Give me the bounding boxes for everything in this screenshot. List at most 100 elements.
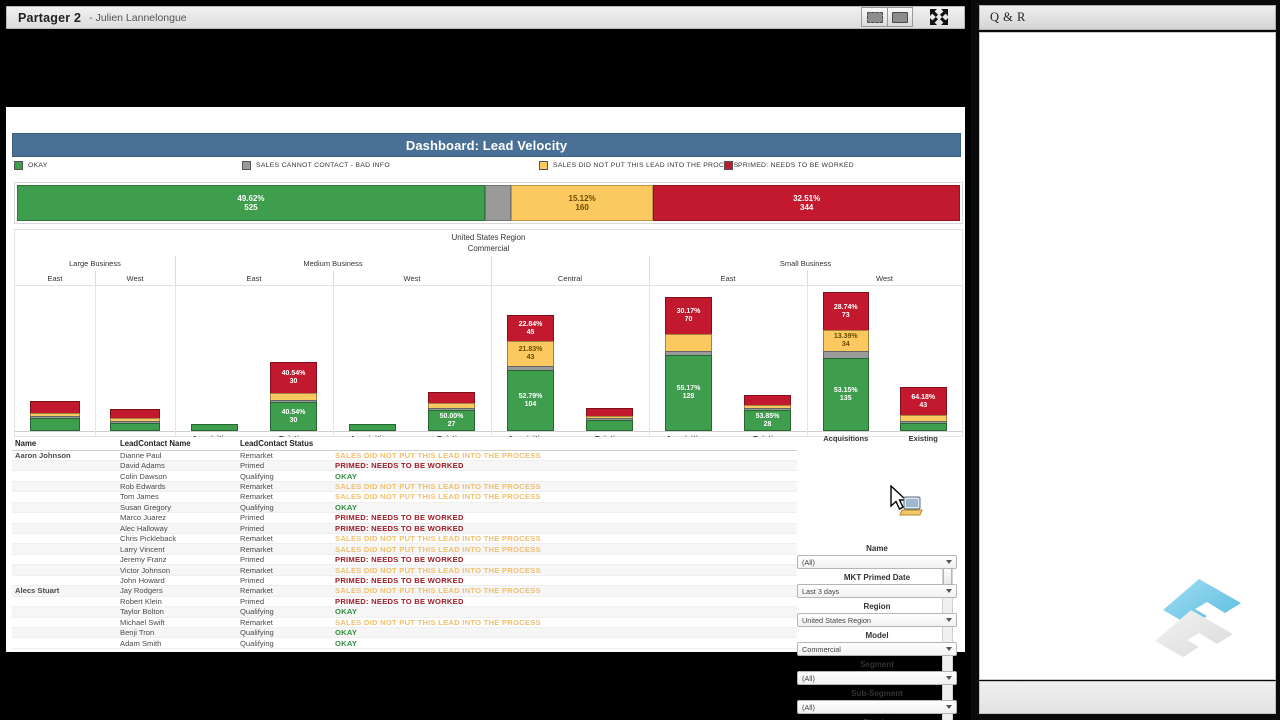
chart-stacked-bar[interactable] [585, 408, 634, 431]
cell-contact-name: Robert Klein [117, 596, 237, 608]
cell-contact-name: Michael Swift [117, 617, 237, 628]
qa-panel-body[interactable] [979, 32, 1276, 680]
chevron-down-icon[interactable] [946, 560, 952, 564]
cell-contact-name: Tom James [117, 491, 237, 503]
table-row[interactable]: Benji Tron Qualifying OKAY [12, 627, 797, 639]
table-column-header[interactable]: LeadContact Name [117, 437, 237, 451]
chart-bar-segment [506, 366, 555, 370]
table-row[interactable]: Taylor Bolton Qualifying OKAY [12, 606, 797, 618]
cell-name [12, 627, 117, 639]
filter-value: Commercial [802, 644, 841, 654]
chart-bar-segment [743, 408, 792, 410]
cell-status-detail: SALES DID NOT PUT THIS LEAD INTO THE PRO… [332, 533, 797, 545]
cell-name [12, 575, 117, 587]
filter-select-mkt-primed-date[interactable]: Last 3 days [797, 584, 957, 598]
table-row[interactable]: Marco Juarez Primed PRIMED: NEEDS TO BE WO… [12, 512, 797, 524]
filter-select-sub-segment[interactable]: (All) [797, 700, 957, 714]
segment-count: 525 [244, 203, 258, 212]
chart-stacked-bar[interactable]: 53.85% 28 [743, 395, 792, 431]
chart-business-label [491, 256, 649, 271]
chevron-down-icon[interactable] [946, 589, 952, 593]
chart-stacked-bar[interactable]: 28.74% 73 13.39% 34 53.15% 135 [822, 292, 869, 431]
table-row[interactable]: Michael Swift Remarket SALES DID NOT PUT T… [12, 617, 797, 628]
fullscreen-button[interactable] [929, 8, 949, 26]
chevron-down-icon[interactable] [946, 647, 952, 651]
cell-name [12, 617, 117, 628]
table-column-header[interactable]: Name [12, 437, 117, 451]
cell-name [12, 502, 117, 514]
chart-plot-area: Acquisitions40.54%3040.54%30ExistingAcqu… [15, 285, 962, 445]
segment-count: 160 [575, 203, 589, 212]
cell-name [12, 512, 117, 524]
chart-bar-segment [110, 409, 160, 418]
filter-label: District [797, 718, 957, 720]
chart-stacked-bar[interactable] [348, 424, 397, 431]
chart-stacked-bar[interactable]: 22.84% 45 21.83% 43 52.79% 104 [506, 315, 555, 431]
table-row[interactable]: Chris Pickleback Remarket SALES DID NOT PU… [12, 533, 797, 545]
table-row[interactable]: Robert Klein Primed PRIMED: NEEDS TO BE WO… [12, 596, 797, 608]
chart-bar-segment [900, 415, 947, 421]
chart-stacked-bar[interactable] [190, 424, 239, 431]
chart-bar-segment [110, 418, 160, 421]
table-row[interactable]: Rob Edwards Remarket SALES DID NOT PUT THI… [12, 481, 797, 493]
segment-count: 30 [289, 416, 298, 424]
segment-count: 128 [682, 393, 695, 400]
chart-direction-label: West [126, 273, 144, 283]
table-body: Aaron Johnson Dianne Paul Remarket SALES DI… [12, 450, 797, 649]
table-column-header[interactable]: LeadContact Status [237, 437, 332, 451]
filter-select-segment[interactable]: (All) [797, 671, 957, 685]
table-column-header[interactable] [332, 437, 797, 451]
table-row[interactable]: David Adams Primed PRIMED: NEEDS TO BE WOR… [12, 460, 797, 472]
cell-contact-name: John Howard [117, 575, 237, 587]
filter-select-name[interactable]: (All) [797, 555, 957, 569]
chevron-down-icon[interactable] [946, 618, 952, 622]
table-row[interactable]: John Howard Primed PRIMED: NEEDS TO BE WOR… [12, 575, 797, 587]
table-row[interactable]: Alec Halloway Primed PRIMED: NEEDS TO BE W… [12, 523, 797, 535]
chart-bar-segment: 40.54% 30 [269, 362, 318, 393]
chart-bar-segment [585, 408, 634, 416]
chart-stacked-bar[interactable]: 64.18% 43 [900, 387, 947, 431]
table-row[interactable]: Aaron Johnson Dianne Paul Remarket SALES DI… [12, 450, 797, 461]
shared-screen-pane: Partager 2 - Julien Lannelongue Dashboar… [6, 6, 965, 720]
segment-percent: 21.83% [518, 346, 543, 354]
header-divider [649, 256, 650, 271]
segment-percent: 40.54% [281, 408, 306, 416]
chevron-down-icon[interactable] [946, 676, 952, 680]
cell-contact-status: Primed [237, 523, 332, 535]
legend-swatch-icon [14, 161, 23, 170]
table-row[interactable]: Colin Dawson Qualifying OKAY [12, 470, 797, 482]
header-divider [649, 271, 650, 285]
chart-stacked-bar[interactable]: 30.17% 70 55.17% 128 [664, 297, 713, 431]
table-row[interactable]: Adam Smith Qualifying OKAY [12, 637, 797, 649]
chevron-down-icon[interactable] [946, 705, 952, 709]
filter-select-model[interactable]: Commercial [797, 642, 957, 656]
chart-bar-segment [30, 401, 80, 413]
chart-stacked-bar[interactable]: 50.00% 27 [427, 392, 476, 431]
cell-contact-name: Victor Johnson [117, 564, 237, 576]
table-row[interactable]: Victor Johnson Remarket SALES DID NOT PUT … [12, 564, 797, 576]
table-row[interactable]: Alecs Stuart Jay Rodgers Remarket SALES DID… [12, 585, 797, 597]
legend-item: SALES CANNOT CONTACT - BAD INFO [242, 161, 390, 170]
header-divider [807, 271, 808, 285]
window-share-toggle-button[interactable] [887, 7, 913, 27]
chart-bar-segment [190, 424, 239, 431]
chart-stacked-bar[interactable] [30, 401, 80, 431]
chart-stacked-bar[interactable]: 40.54% 30 40.54% 30 [269, 362, 318, 431]
segment-count: 43 [919, 401, 928, 409]
segment-percent: 13.39% [833, 333, 858, 341]
screen-share-toggle-button[interactable] [861, 7, 887, 27]
chart-bar-segment [664, 351, 713, 355]
cell-name [12, 564, 117, 576]
table-row[interactable]: Larry Vincent Remarket SALES DID NOT PUT T… [12, 543, 797, 555]
header-divider [175, 271, 176, 285]
chart-stacked-bar[interactable] [110, 409, 160, 431]
table-row[interactable]: Tom James Remarket SALES DID NOT PUT THIS … [12, 491, 797, 503]
filter-select-region[interactable]: United States Region [797, 613, 957, 627]
cell-contact-name: Dianne Paul [117, 450, 237, 461]
filter-panel: Name (All) MKT Primed Date Last 3 days Regio… [797, 540, 957, 720]
table-row[interactable]: Jeremy Franz Primed PRIMED: NEEDS TO BE WO… [12, 554, 797, 566]
cell-name [12, 523, 117, 535]
header-divider [95, 271, 96, 285]
table-row[interactable]: Susan Gregory Qualifying OKAY [12, 502, 797, 514]
chart-direction-label: Central [557, 273, 583, 283]
